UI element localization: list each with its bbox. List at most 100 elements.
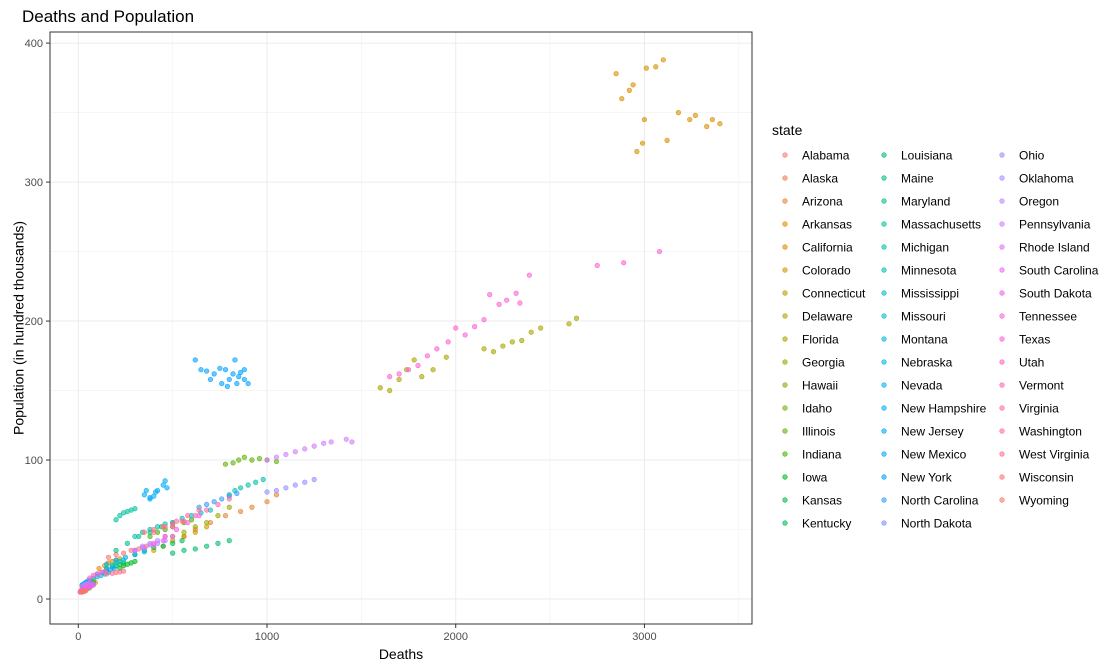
data-point [204, 368, 210, 374]
legend-key [999, 359, 1005, 365]
legend-item: Oklahoma [999, 172, 1074, 186]
legend-key [881, 520, 887, 526]
data-point [387, 374, 393, 380]
data-point [154, 524, 161, 530]
data-point [160, 543, 166, 549]
legend-key [881, 474, 887, 480]
legend-key [881, 244, 887, 250]
legend-key [999, 267, 1005, 273]
legend-label: Rhode Island [1019, 241, 1090, 255]
data-point [170, 550, 176, 556]
legend-item: Utah [999, 356, 1044, 370]
legend-item: North Dakota [881, 517, 972, 531]
legend-label: California [802, 241, 853, 255]
data-point [660, 57, 666, 63]
data-point [634, 148, 640, 155]
legend-label: North Carolina [901, 494, 979, 508]
legend-label: Virginia [1019, 402, 1059, 416]
data-point [179, 518, 185, 524]
data-point [594, 262, 600, 269]
data-point [226, 376, 232, 383]
legend-key [782, 267, 788, 273]
legend-item: Mississippi [881, 287, 959, 301]
legend-label: Ohio [1019, 149, 1045, 163]
data-point [717, 121, 723, 127]
data-point [692, 112, 698, 118]
data-point [311, 476, 317, 483]
data-point [424, 353, 431, 359]
legend-label: Wisconsin [1019, 471, 1074, 485]
legend-key [881, 313, 887, 319]
legend-item: New York [881, 471, 953, 485]
legend-item: West Virginia [999, 448, 1090, 462]
data-point [104, 561, 110, 567]
legend-item: New Hampshire [881, 402, 987, 416]
legend-label: Oregon [1019, 195, 1059, 209]
data-point [141, 544, 147, 551]
data-point [117, 513, 123, 519]
data-point [434, 346, 440, 352]
data-point [217, 365, 223, 371]
legend-label: Tennessee [1019, 310, 1077, 324]
data-point [204, 501, 210, 508]
legend-key [999, 313, 1005, 319]
legend-key [999, 152, 1005, 158]
legend-key [782, 221, 788, 227]
data-point [234, 380, 240, 387]
data-point [687, 116, 693, 123]
legend-label: Washington [1019, 425, 1082, 439]
data-point [253, 479, 259, 485]
data-point [613, 71, 619, 77]
legend-item: Kansas [782, 494, 842, 508]
legend-label: Arkansas [802, 218, 852, 232]
data-point [173, 518, 180, 524]
legend-item: Arkansas [782, 218, 852, 232]
legend-key [881, 497, 887, 503]
data-point [500, 343, 506, 349]
data-point [192, 513, 198, 519]
legend-key [999, 290, 1005, 296]
legend-item: Colorado [782, 264, 851, 278]
legend-key [881, 451, 887, 457]
legend-label: Wyoming [1019, 494, 1069, 508]
legend-item: Delaware [782, 310, 853, 324]
legend-key [782, 336, 788, 342]
data-point [154, 538, 161, 544]
legend-key [881, 198, 887, 204]
data-point [192, 524, 198, 530]
data-point [219, 380, 225, 387]
legend-label: Pennsylvania [1019, 218, 1091, 232]
legend-key [881, 152, 887, 158]
data-point [513, 290, 519, 296]
data-point [215, 501, 221, 508]
data-point [170, 521, 176, 527]
legend-label: Michigan [901, 241, 949, 255]
data-point [349, 439, 355, 445]
legend-label: Maryland [901, 195, 950, 209]
data-point [619, 96, 625, 102]
x-tick-label: 3000 [632, 631, 656, 643]
legend-label: South Carolina [1019, 264, 1099, 278]
data-point [122, 554, 129, 560]
data-point [173, 526, 180, 533]
legend-item: North Carolina [881, 494, 979, 508]
data-point [241, 376, 247, 383]
data-point [241, 454, 247, 460]
legend-item: Indiana [782, 448, 842, 462]
legend-label: Florida [802, 333, 839, 347]
data-point [490, 349, 497, 355]
data-point [566, 321, 572, 327]
data-point [151, 540, 157, 546]
legend-key [782, 313, 788, 319]
data-point [664, 137, 670, 143]
legend-label: Texas [1019, 333, 1050, 347]
legend-label: Colorado [802, 264, 851, 278]
data-point [232, 357, 238, 363]
legend-label: Idaho [802, 402, 832, 416]
legend-label: Maine [901, 172, 934, 186]
legend-item: Florida [782, 333, 839, 347]
data-point [462, 332, 468, 338]
data-point [487, 292, 493, 298]
legend-label: Georgia [802, 356, 845, 370]
data-point [641, 116, 648, 123]
